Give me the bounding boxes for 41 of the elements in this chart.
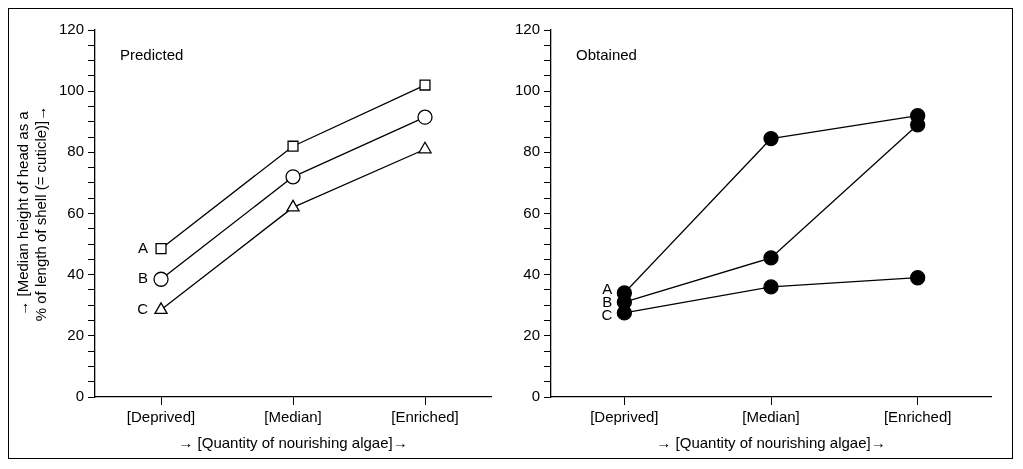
point [285,169,301,185]
x-tick-label: [Enriched] [883,408,952,426]
point [154,302,168,314]
y-tick-label: 80 [67,142,85,160]
point [763,250,779,266]
y-tick-label: 20 [523,325,541,343]
y-tick-label: 120 [59,20,85,38]
y-tick-label: 40 [67,264,85,282]
y-tick-label: 0 [75,387,85,405]
y-axis-title: → [Median height of head as a % of length of shell (= cuticle)]→ [14,105,50,322]
series-label: C [137,299,149,317]
series-label: B [138,269,149,287]
y-tick-label: 100 [59,81,85,99]
y-tick-label: 40 [523,264,541,282]
x-axis-title: → [Quantity of nourishing algae]→ [178,434,408,452]
point [417,109,433,125]
y-tick-label: 60 [523,203,541,221]
y-tick-label: 80 [523,142,541,160]
point [286,199,300,212]
series-label: A [138,238,149,256]
point [763,279,779,295]
point [155,243,167,255]
x-tick-label: [Median] [264,408,322,426]
point [763,130,779,147]
text: Predicted [120,45,184,63]
y-tick-label: 60 [67,203,85,221]
x-tick-label: [Enriched] [391,408,459,426]
point [419,79,431,91]
point [910,270,926,286]
y-tick-label: 0 [531,387,541,405]
x-tick-label: [Deprived] [590,408,659,426]
y-tick-label: 20 [67,325,85,343]
point [418,141,432,154]
point [153,271,169,287]
x-tick-label: [Deprived] [126,408,196,426]
y-tick-label: 120 [515,20,541,38]
point [287,140,299,152]
x-axis-title: → [Quantity of nourishing algae]→ [656,434,886,452]
text: Obtained [576,45,637,63]
x-tick-label: [Median] [742,408,800,426]
y-tick-label: 100 [515,81,541,99]
